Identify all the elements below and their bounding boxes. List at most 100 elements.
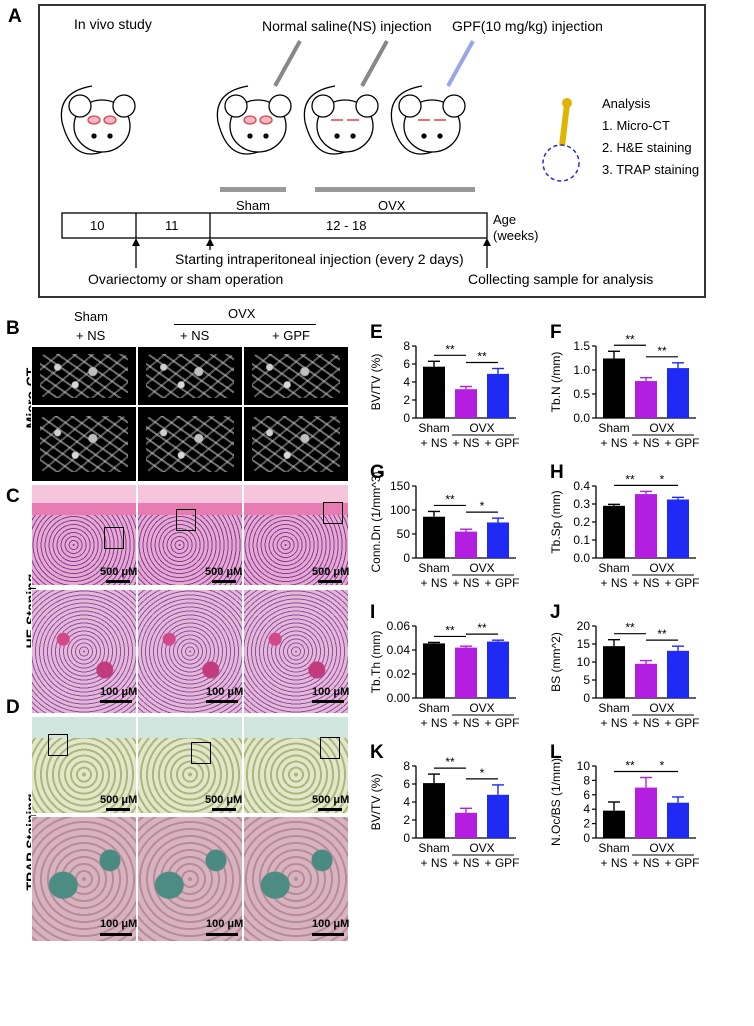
x-label-sham-ns: + NS	[600, 716, 627, 730]
ovx-group-label: OVX	[378, 198, 406, 213]
bar	[487, 794, 509, 838]
significance-mark: **	[657, 627, 667, 641]
analysis-item: 2. H&E staining	[602, 140, 692, 155]
scale-bar	[212, 580, 236, 583]
scale-bar	[312, 700, 344, 703]
y-tick-label: 10	[577, 655, 591, 669]
y-tick-label: 2	[403, 393, 410, 407]
scale-bar	[100, 933, 132, 936]
he-overview-image	[137, 484, 243, 586]
scale-bar	[106, 580, 130, 583]
analysis-item: 3. TRAP staining	[602, 162, 700, 177]
x-label-sham-ns: + NS	[600, 576, 627, 590]
bar	[455, 389, 477, 418]
x-label-sham-ns: + NS	[420, 436, 447, 450]
x-label-sham-ns: + NS	[420, 716, 447, 730]
x-label-ovx-ns: + NS	[632, 716, 659, 730]
x-label-sham: Sham	[418, 701, 449, 715]
bar	[423, 643, 445, 698]
col-header-ovx-ns: + NS	[180, 328, 210, 343]
timeline-week-1: 10	[90, 218, 105, 233]
y-tick-label: 15	[577, 637, 591, 651]
col-header-sham-ns: + NS	[76, 328, 106, 343]
y-tick-label: 10	[577, 759, 591, 773]
bar	[667, 650, 689, 698]
x-label-ovx-ns: + NS	[452, 576, 479, 590]
significance-mark: **	[445, 623, 455, 637]
chart-h: H0.00.10.20.30.4Tb.Sp (mm)** *Sham+ NSOVX…	[549, 462, 700, 590]
y-tick-label: 0	[403, 411, 410, 425]
x-label-ovx-ns: + NS	[632, 436, 659, 450]
x-label-ovx-gpf: + GPF	[484, 436, 519, 450]
significance-mark: **	[625, 472, 635, 486]
y-tick-label: 2	[403, 813, 410, 827]
scale-bar	[106, 808, 130, 811]
zoom-box	[104, 527, 124, 549]
bar	[487, 522, 509, 558]
x-label-sham: Sham	[598, 701, 629, 715]
bar	[423, 516, 445, 558]
y-axis-label: Tb.Th (mm)	[369, 631, 383, 694]
scale-bar-label: 100 μM	[206, 686, 244, 698]
col-header-sham: Sham	[74, 309, 108, 324]
scale-bar	[206, 700, 238, 703]
y-tick-label: 0.0	[573, 411, 590, 425]
col-header-ovx-gpf: + GPF	[272, 328, 310, 343]
zoom-box	[320, 737, 340, 759]
x-label-ovx-gpf: + GPF	[484, 576, 519, 590]
bone-icon	[542, 98, 580, 182]
in-vivo-title: In vivo study	[74, 16, 152, 32]
bar	[603, 358, 625, 418]
zoom-box	[191, 742, 211, 764]
sham-bar	[220, 187, 286, 192]
trap-zoom-image	[31, 816, 137, 942]
sham-group-label: Sham	[236, 198, 270, 213]
x-label-sham-ns: + NS	[600, 436, 627, 450]
y-axis-label: Tb.N (/mm)	[549, 352, 563, 413]
mouse-icon	[216, 85, 292, 155]
x-label-sham: Sham	[418, 421, 449, 435]
syringe-icon	[446, 40, 475, 87]
zoom-box	[48, 734, 68, 756]
microct-image	[243, 406, 349, 482]
y-tick-label: 0.4	[573, 479, 590, 493]
scale-bar-label: 100 μM	[100, 918, 138, 930]
mouse-icon	[60, 85, 136, 155]
x-label-sham-ns: + NS	[420, 576, 447, 590]
scale-bar-label: 100 μM	[312, 918, 350, 930]
trap-overview-image	[31, 716, 137, 814]
scale-bar	[318, 580, 342, 583]
x-label-ovx-gpf: + GPF	[664, 436, 699, 450]
y-tick-label: 100	[390, 503, 410, 517]
microct-image	[137, 346, 243, 406]
panel-label-b: B	[6, 318, 20, 339]
timeline-diagram	[60, 40, 580, 268]
collect-note: Collecting sample for analysis	[468, 271, 654, 287]
significance-mark: **	[625, 621, 635, 635]
x-label-ovx: OVX	[649, 561, 674, 575]
syringe-icon	[273, 40, 302, 87]
y-tick-label: 5	[583, 673, 590, 687]
x-label-ovx-ns: + NS	[632, 576, 659, 590]
y-tick-label: 6	[403, 777, 410, 791]
scale-bar-label: 500 μM	[312, 794, 350, 806]
x-label-sham: Sham	[598, 841, 629, 855]
scale-bar	[206, 933, 238, 936]
bar	[455, 531, 477, 558]
bar	[667, 802, 689, 838]
significance-mark: **	[477, 350, 487, 364]
y-tick-label: 150	[390, 479, 410, 493]
panel-label: J	[550, 602, 561, 623]
scale-bar-label: 500 μM	[205, 566, 243, 578]
significance-mark: *	[480, 766, 485, 780]
scale-bar	[318, 808, 342, 811]
he-zoom-image	[31, 589, 137, 714]
ns-injection-label: Normal saline(NS) injection	[262, 18, 432, 34]
panel-label-d: D	[6, 697, 20, 718]
syringe-icon	[360, 40, 389, 87]
x-label-sham-ns: + NS	[420, 856, 447, 870]
y-tick-label: 4	[583, 802, 590, 816]
y-tick-label: 0.06	[387, 619, 411, 633]
